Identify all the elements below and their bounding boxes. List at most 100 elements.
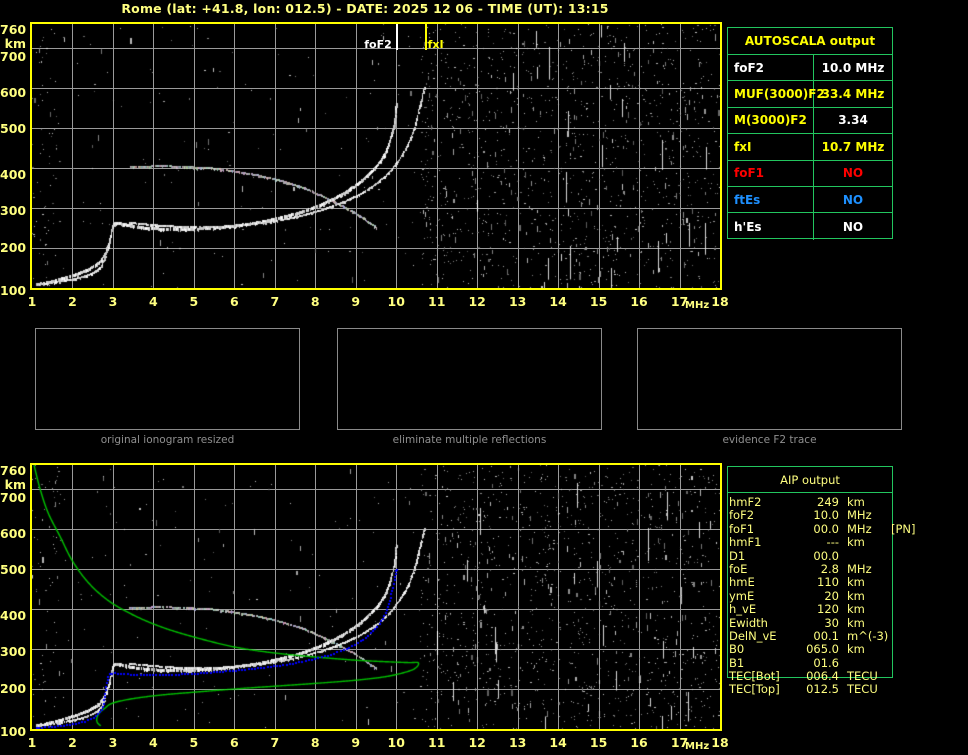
autoscala-key: MUF(3000)F2 xyxy=(728,81,825,107)
x-tick-3: 3 xyxy=(108,735,118,750)
x-tick-18: 18 xyxy=(711,735,729,750)
x-tick-4: 4 xyxy=(149,735,158,750)
aip-title: AIP output xyxy=(780,472,840,487)
aip-param-name: foF2 xyxy=(729,508,755,523)
autoscala-key: fxI xyxy=(728,134,814,160)
aip-row-b1: B1 01.6 xyxy=(729,655,929,670)
autoscala-value: NO xyxy=(842,192,864,207)
autoscala-key: foF2 xyxy=(728,55,814,81)
autoscala-value: 3.34 xyxy=(838,113,868,128)
autoscala-value: 33.4 MHz xyxy=(821,87,885,102)
autoscala-value: NO xyxy=(842,219,864,234)
y-tick-100-top: 100 xyxy=(0,283,27,298)
x-tick-6: 6 xyxy=(229,294,239,309)
y-tick-600-bottom: 600 xyxy=(0,526,27,541)
aip-param-unit: km xyxy=(847,615,865,630)
marker-line-fof2 xyxy=(396,24,398,50)
x-tick-6: 6 xyxy=(229,735,239,750)
aip-param-value: 120 xyxy=(817,602,839,617)
aip-param-value: 00.1 xyxy=(813,628,839,643)
y-unit-bottom: km xyxy=(4,477,26,492)
aip-param-unit: km xyxy=(847,602,865,617)
aip-row-fof2: foF2 10.0 MHz xyxy=(729,508,929,523)
x-tick-14: 14 xyxy=(549,294,567,309)
ionogram-bottom[interactable] xyxy=(30,463,722,731)
x-tick-13: 13 xyxy=(508,735,527,750)
x-tick-16: 16 xyxy=(630,735,648,750)
aip-param-value: 20 xyxy=(824,588,839,603)
y-tick-760-bottom: 760 xyxy=(0,463,27,478)
aip-param-name: DelN_vE xyxy=(729,628,777,643)
aip-param-unit: MHz xyxy=(847,508,872,523)
x-tick-11: 11 xyxy=(428,735,446,750)
x-tick-15: 15 xyxy=(589,735,608,750)
autoscala-table-header: AUTOSCALA output xyxy=(728,28,892,55)
marker-line-fxi xyxy=(425,24,427,50)
autoscala-key: h'Es xyxy=(728,213,814,240)
autoscala-row-muf3000f2: MUF(3000)F2 33.4 MHz xyxy=(728,81,892,108)
x-tick-1: 1 xyxy=(27,735,37,750)
x-tick-12: 12 xyxy=(468,294,486,309)
x-tick-14: 14 xyxy=(549,735,567,750)
autoscala-output-table: AUTOSCALA output foF2 10.0 MHz MUF(3000)F2… xyxy=(727,27,893,240)
thumbnail-caption-2: evidence F2 trace xyxy=(722,434,817,446)
x-tick-18: 18 xyxy=(711,294,729,309)
ionogram-top[interactable]: foF2 fxI xyxy=(30,22,722,290)
aip-param-unit: MHz xyxy=(847,521,872,536)
y-tick-200-top: 200 xyxy=(0,240,27,255)
y-tick-100-bottom: 100 xyxy=(0,724,27,739)
aip-param-unit: km xyxy=(847,642,865,657)
aip-param-name: TEC[Top] xyxy=(729,682,780,697)
autoscala-title: AUTOSCALA output xyxy=(744,34,876,48)
thumbnail-eliminate-multiple-reflections[interactable] xyxy=(337,328,602,430)
aip-param-value: 30 xyxy=(824,615,839,630)
thumbnail-original-ionogram-resized[interactable] xyxy=(35,328,300,430)
autoscala-row-fof1: foF1 NO xyxy=(728,160,892,187)
y-tick-760-top: 760 xyxy=(0,22,27,37)
x-tick-10: 10 xyxy=(387,735,405,750)
x-unit-top: MHz xyxy=(685,300,710,311)
x-unit-bottom: MHz xyxy=(685,741,710,752)
aip-output-table: AIP output xyxy=(727,466,893,678)
x-tick-13: 13 xyxy=(508,294,527,309)
x-tick-5: 5 xyxy=(189,735,199,750)
x-tick-2: 2 xyxy=(68,735,77,750)
thumbnail-evidence-f2-trace[interactable] xyxy=(637,328,902,430)
aip-row-hve: h_vE 120 km xyxy=(729,602,929,617)
aip-param-unit: km xyxy=(847,535,865,550)
autoscala-value: 10.7 MHz xyxy=(821,139,885,154)
aip-param-name: foF1 xyxy=(729,521,755,536)
aip-param-name: hmE xyxy=(729,575,755,590)
aip-param-value: 00.0 xyxy=(813,521,839,536)
aip-param-name: B1 xyxy=(729,655,745,670)
thumbnail-caption-0: original ionogram resized xyxy=(100,434,235,446)
y-tick-400-top: 400 xyxy=(0,167,27,182)
aip-param-name: B0 xyxy=(729,642,745,657)
aip-param-unit: TECU xyxy=(847,682,878,697)
aip-param-name: hmF2 xyxy=(729,495,762,509)
autoscala-row-hes: h'Es NO xyxy=(728,213,892,240)
autoscala-row-fof2: foF2 10.0 MHz xyxy=(728,55,892,82)
aip-param-value: --- xyxy=(826,535,839,550)
y-tick-400-bottom: 400 xyxy=(0,608,27,623)
y-tick-300-top: 300 xyxy=(0,203,27,218)
x-tick-11: 11 xyxy=(428,294,446,309)
x-tick-9: 9 xyxy=(351,735,361,750)
x-tick-7: 7 xyxy=(270,294,280,309)
aip-row-delnve: DelN_vE 00.1 m^(-3) xyxy=(729,628,929,643)
aip-param-name: TEC[Bot] xyxy=(729,669,780,684)
y-tick-700-top: 700 xyxy=(0,49,27,64)
x-tick-16: 16 xyxy=(630,294,648,309)
autoscala-value: 10.0 MHz xyxy=(821,60,885,75)
aip-param-unit: km xyxy=(847,495,865,509)
aip-param-name: D1 xyxy=(729,548,746,563)
y-unit-top: km xyxy=(4,36,26,51)
y-tick-500-top: 500 xyxy=(0,121,27,136)
aip-row-foe: foE 2.8 MHz xyxy=(729,562,929,576)
x-tick-8: 8 xyxy=(310,735,320,750)
x-tick-12: 12 xyxy=(468,735,486,750)
aip-row-hmf2: hmF2 249 km xyxy=(729,495,929,509)
aip-row-tecbot: TEC[Bot] 006.4 TECU xyxy=(729,669,929,684)
x-tick-17: 17 xyxy=(670,294,689,309)
aip-param-value: 012.5 xyxy=(806,682,839,697)
